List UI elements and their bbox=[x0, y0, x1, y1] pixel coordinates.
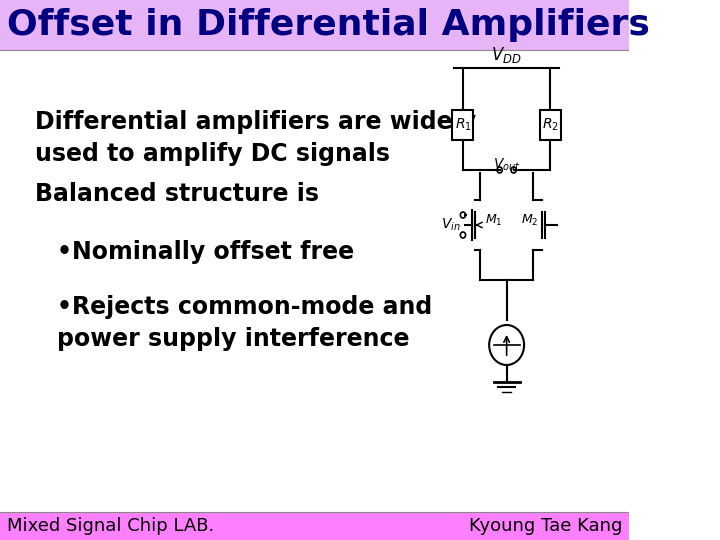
Text: $M_1$: $M_1$ bbox=[485, 212, 503, 227]
Text: $V_{out}$: $V_{out}$ bbox=[492, 157, 521, 173]
Text: $M_2$: $M_2$ bbox=[521, 212, 538, 227]
Text: $V_{DD}$: $V_{DD}$ bbox=[491, 45, 522, 65]
Text: Balanced structure is: Balanced structure is bbox=[35, 182, 319, 206]
FancyBboxPatch shape bbox=[0, 512, 629, 540]
Text: •Rejects common-mode and
power supply interference: •Rejects common-mode and power supply in… bbox=[57, 295, 432, 350]
Text: $V_{in}$: $V_{in}$ bbox=[441, 217, 461, 233]
Text: Kyoung Tae Kang: Kyoung Tae Kang bbox=[469, 517, 622, 535]
Text: Mixed Signal Chip LAB.: Mixed Signal Chip LAB. bbox=[7, 517, 215, 535]
Text: $R_1$: $R_1$ bbox=[454, 117, 472, 133]
Text: •Nominally offset free: •Nominally offset free bbox=[57, 240, 354, 264]
Text: Offset in Differential Amplifiers: Offset in Differential Amplifiers bbox=[7, 8, 650, 42]
FancyBboxPatch shape bbox=[452, 110, 474, 140]
FancyBboxPatch shape bbox=[540, 110, 561, 140]
Text: $R_2$: $R_2$ bbox=[542, 117, 559, 133]
Text: Differential amplifiers are widely
used to amplify DC signals: Differential amplifiers are widely used … bbox=[35, 110, 476, 166]
FancyBboxPatch shape bbox=[0, 0, 629, 50]
